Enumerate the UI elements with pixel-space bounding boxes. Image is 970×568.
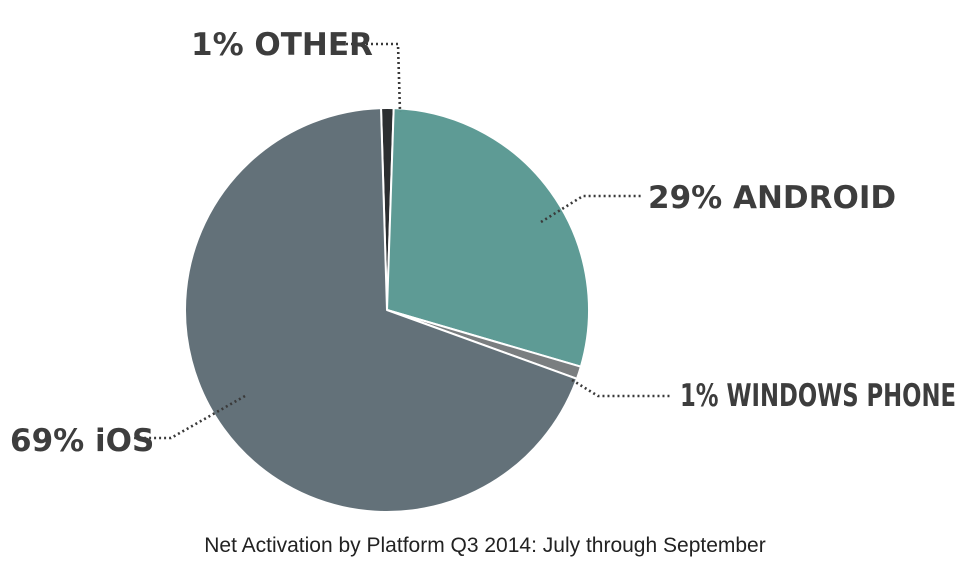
slice-label-windows-phone: 1% WINDOWS PHONE [680,378,956,414]
leader-line-windows-phone [571,378,670,398]
pie-slice-ios [184,107,578,513]
slice-label-ios: 69% iOS [10,423,154,459]
leader-line-other [341,42,402,113]
chart-caption: Net Activation by Platform Q3 2014: July… [204,534,765,557]
pie-slices [184,107,590,513]
leader-line-ios [133,394,246,440]
slice-label-android: 29% ANDROID [648,180,896,216]
leader-line-android [540,194,643,224]
pie-slice-android [386,107,590,368]
slice-label-other: 1% OTHER [191,27,373,63]
